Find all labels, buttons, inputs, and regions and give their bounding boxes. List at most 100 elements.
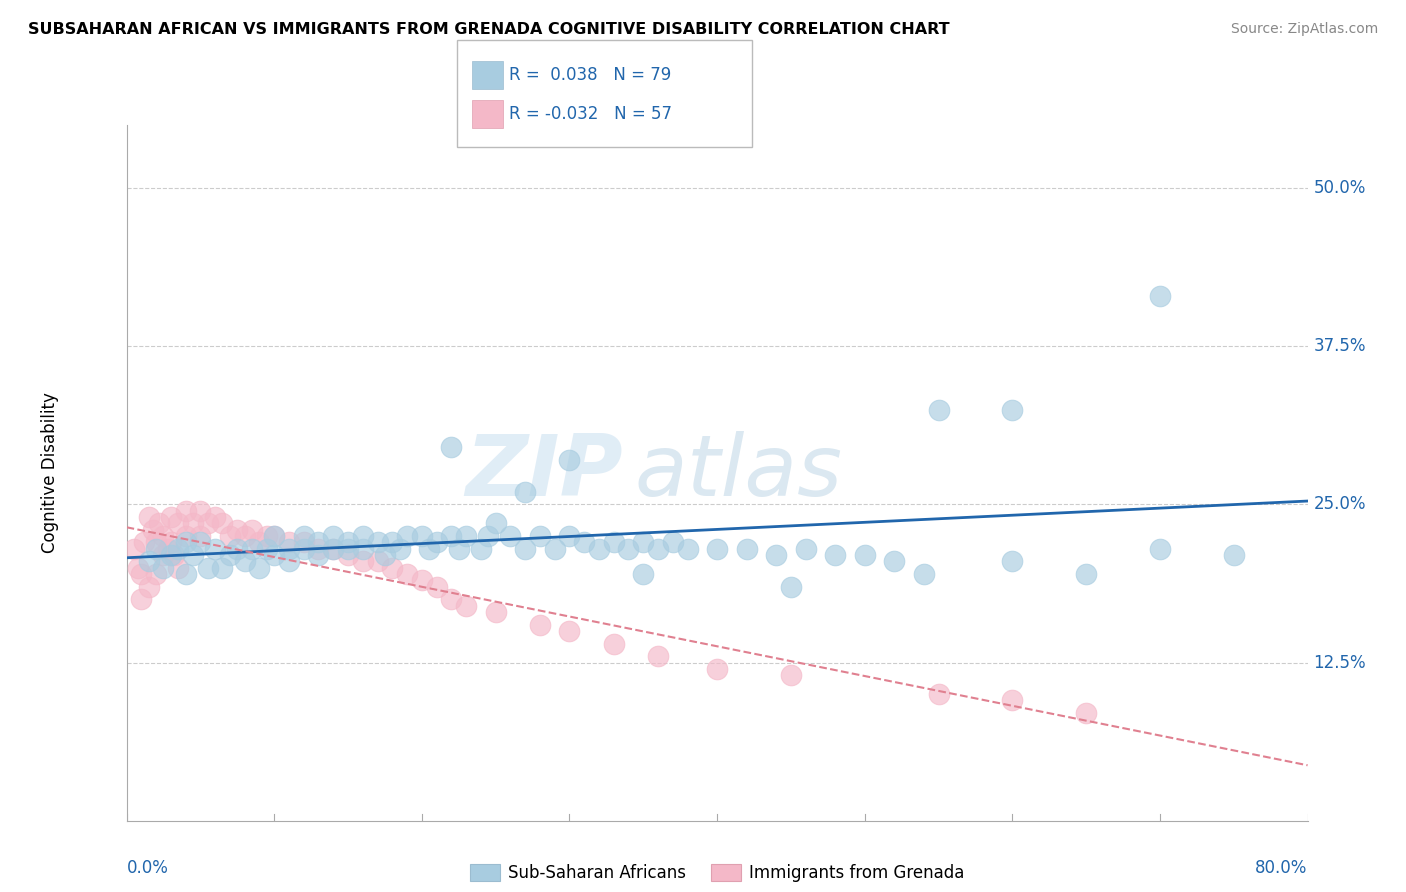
Point bbox=[352, 541, 374, 556]
Point bbox=[647, 541, 669, 556]
Text: R = -0.032   N = 57: R = -0.032 N = 57 bbox=[509, 105, 672, 123]
Text: atlas: atlas bbox=[634, 431, 842, 515]
Point bbox=[529, 529, 551, 543]
Point bbox=[515, 484, 537, 499]
Point bbox=[411, 529, 433, 543]
Point bbox=[138, 580, 160, 594]
Point bbox=[477, 529, 499, 543]
Point bbox=[1076, 706, 1098, 720]
Point bbox=[543, 541, 565, 556]
Point bbox=[219, 529, 242, 543]
Text: 50.0%: 50.0% bbox=[1313, 179, 1365, 197]
Point bbox=[337, 541, 360, 556]
Point bbox=[440, 592, 463, 607]
Point bbox=[181, 516, 204, 531]
Point bbox=[779, 668, 801, 682]
Point bbox=[142, 523, 165, 537]
Point bbox=[256, 541, 278, 556]
Point bbox=[1001, 693, 1024, 707]
Point bbox=[159, 535, 183, 549]
Point bbox=[148, 516, 170, 531]
Point bbox=[440, 441, 463, 455]
Point bbox=[204, 541, 226, 556]
Point bbox=[1001, 402, 1024, 417]
Point bbox=[558, 624, 581, 638]
Point bbox=[197, 560, 219, 574]
Point bbox=[574, 535, 596, 549]
Text: 0.0%: 0.0% bbox=[127, 859, 169, 877]
Point bbox=[292, 529, 315, 543]
Point bbox=[307, 535, 329, 549]
Point bbox=[145, 535, 167, 549]
Point bbox=[307, 548, 329, 562]
Point bbox=[226, 541, 249, 556]
Point bbox=[418, 541, 440, 556]
Point bbox=[779, 580, 801, 594]
Point bbox=[853, 548, 876, 562]
Point bbox=[138, 554, 160, 568]
Point bbox=[188, 529, 211, 543]
Point bbox=[765, 548, 787, 562]
Point bbox=[912, 566, 935, 581]
Point bbox=[159, 510, 183, 524]
Point bbox=[174, 566, 197, 581]
Text: 80.0%: 80.0% bbox=[1256, 859, 1308, 877]
Point bbox=[425, 580, 447, 594]
Point bbox=[440, 529, 463, 543]
Point bbox=[631, 566, 654, 581]
Point bbox=[167, 560, 190, 574]
Point bbox=[197, 516, 219, 531]
Point bbox=[883, 554, 905, 568]
Point bbox=[558, 529, 581, 543]
Point bbox=[484, 605, 508, 619]
Point bbox=[188, 504, 211, 518]
Point bbox=[145, 541, 167, 556]
Point bbox=[256, 529, 278, 543]
Point bbox=[1076, 566, 1098, 581]
Point bbox=[152, 560, 174, 574]
Point bbox=[278, 535, 301, 549]
Point bbox=[411, 574, 433, 588]
Point bbox=[337, 548, 360, 562]
Point bbox=[129, 566, 153, 581]
Point bbox=[447, 541, 470, 556]
Point bbox=[156, 541, 179, 556]
Point bbox=[240, 541, 263, 556]
Point bbox=[226, 523, 249, 537]
Point bbox=[188, 535, 211, 549]
Point bbox=[381, 560, 404, 574]
Point bbox=[145, 566, 167, 581]
Point bbox=[181, 548, 204, 562]
Point bbox=[617, 541, 640, 556]
Point bbox=[928, 687, 950, 701]
Point bbox=[211, 516, 233, 531]
Point bbox=[167, 516, 190, 531]
Point bbox=[470, 541, 492, 556]
Point bbox=[366, 535, 388, 549]
Point bbox=[322, 541, 344, 556]
Text: SUBSAHARAN AFRICAN VS IMMIGRANTS FROM GRENADA COGNITIVE DISABILITY CORRELATION C: SUBSAHARAN AFRICAN VS IMMIGRANTS FROM GR… bbox=[28, 22, 949, 37]
Point bbox=[219, 548, 242, 562]
Point bbox=[167, 541, 190, 556]
Point bbox=[159, 548, 183, 562]
Point bbox=[174, 504, 197, 518]
Point bbox=[661, 535, 683, 549]
Text: Cognitive Disability: Cognitive Disability bbox=[41, 392, 59, 553]
Point bbox=[233, 529, 256, 543]
Point bbox=[278, 541, 301, 556]
Point bbox=[515, 541, 537, 556]
Point bbox=[1149, 541, 1171, 556]
Point bbox=[134, 535, 156, 549]
Point bbox=[127, 560, 149, 574]
Point bbox=[454, 529, 477, 543]
Point bbox=[454, 599, 477, 613]
Point bbox=[307, 541, 329, 556]
Point bbox=[603, 535, 626, 549]
Point bbox=[163, 548, 186, 562]
Point bbox=[1149, 288, 1171, 302]
Point bbox=[152, 529, 174, 543]
Text: Source: ZipAtlas.com: Source: ZipAtlas.com bbox=[1230, 22, 1378, 37]
Point bbox=[278, 554, 301, 568]
Point bbox=[529, 617, 551, 632]
Point bbox=[396, 566, 419, 581]
